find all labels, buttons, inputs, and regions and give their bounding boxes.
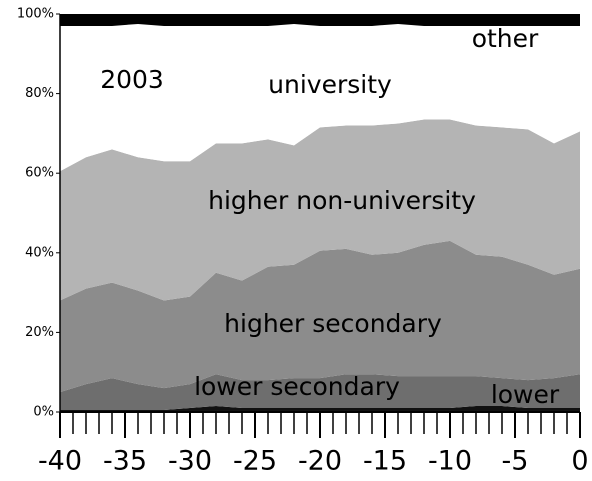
series-label: lower secondary [194, 372, 400, 401]
series-label: other [472, 24, 539, 53]
x-tick-label: -25 [233, 446, 277, 477]
area [60, 119, 580, 301]
area [60, 374, 580, 411]
annotation: 2003 [100, 65, 164, 94]
series-label: higher non-university [208, 186, 476, 215]
series-label: lower [491, 380, 560, 409]
x-tick-label: -30 [168, 446, 212, 477]
y-tick-label: 60% [25, 166, 54, 181]
area [60, 14, 580, 26]
y-tick-label: 80% [25, 86, 54, 101]
area [60, 23, 580, 172]
x-tick-label: -20 [298, 446, 342, 477]
x-tick-label: -10 [428, 446, 472, 477]
y-tick-label: 100% [17, 7, 54, 22]
y-tick-label: 20% [25, 325, 54, 340]
x-tick-label: -40 [38, 446, 82, 477]
series-label: higher secondary [224, 309, 442, 338]
series-label: university [268, 70, 392, 99]
area [60, 240, 580, 393]
plot-area [60, 14, 580, 412]
x-tick-label: -35 [103, 446, 147, 477]
x-tick-label: -5 [502, 446, 529, 477]
area [60, 406, 580, 412]
y-tick-label: 40% [25, 245, 54, 260]
x-tick-label: 0 [571, 446, 588, 477]
x-tick-label: -15 [363, 446, 407, 477]
y-tick-label: 0% [33, 405, 54, 420]
